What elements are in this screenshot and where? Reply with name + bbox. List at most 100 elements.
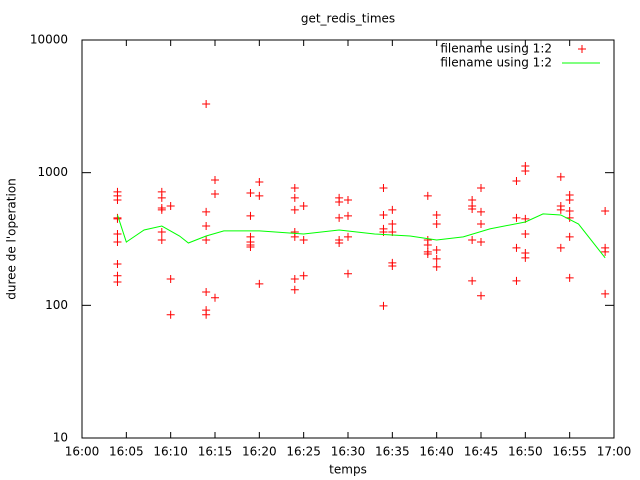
data-line bbox=[116, 213, 606, 259]
data-point bbox=[432, 220, 441, 229]
y-axis-label: duree de l'operation bbox=[5, 178, 19, 300]
data-point bbox=[379, 183, 388, 192]
data-point bbox=[468, 205, 477, 214]
data-point bbox=[344, 232, 352, 241]
data-point bbox=[601, 289, 610, 298]
data-point bbox=[388, 205, 397, 214]
data-point bbox=[512, 213, 521, 222]
data-point bbox=[246, 188, 255, 197]
data-point bbox=[423, 240, 432, 249]
data-point bbox=[113, 238, 122, 247]
data-point bbox=[565, 273, 574, 282]
data-point bbox=[432, 246, 441, 255]
data-point bbox=[344, 211, 352, 220]
data-point bbox=[113, 277, 122, 286]
data-point bbox=[246, 211, 255, 220]
data-point bbox=[512, 276, 521, 285]
data-point bbox=[379, 210, 388, 219]
legend-symbol bbox=[578, 45, 586, 53]
data-point bbox=[432, 210, 441, 219]
y-tick-label: 10000 bbox=[30, 33, 68, 47]
data-point bbox=[202, 235, 211, 244]
data-point bbox=[157, 235, 166, 244]
x-tick-label: 16:20 bbox=[242, 445, 277, 459]
data-point bbox=[246, 243, 255, 252]
data-point bbox=[388, 220, 397, 229]
data-point bbox=[477, 207, 485, 216]
data-point bbox=[157, 205, 166, 214]
x-tick-label: 16:15 bbox=[198, 445, 233, 459]
data-point bbox=[556, 243, 565, 252]
data-point bbox=[157, 228, 166, 237]
data-point bbox=[468, 276, 477, 285]
data-point bbox=[202, 99, 211, 108]
data-point bbox=[255, 279, 264, 288]
data-point bbox=[601, 207, 610, 216]
data-point bbox=[166, 201, 175, 210]
legend-label: filename using 1:2 bbox=[440, 56, 552, 70]
data-point bbox=[157, 193, 166, 202]
x-tick-label: 16:45 bbox=[464, 445, 499, 459]
y-tick-label: 1000 bbox=[37, 165, 68, 179]
x-tick-label: 16:50 bbox=[508, 445, 543, 459]
data-point bbox=[556, 205, 565, 214]
data-point bbox=[601, 247, 610, 256]
data-point bbox=[211, 293, 219, 302]
legend-label: filename using 1:2 bbox=[440, 42, 552, 56]
data-point bbox=[299, 271, 308, 280]
data-point bbox=[113, 229, 122, 238]
data-point bbox=[113, 196, 122, 205]
data-point bbox=[477, 291, 485, 300]
chart-title: get_redis_times bbox=[301, 12, 395, 26]
x-tick-label: 16:35 bbox=[375, 445, 410, 459]
x-axis-label: temps bbox=[329, 463, 367, 477]
data-point bbox=[512, 176, 521, 185]
x-tick-label: 16:40 bbox=[419, 445, 454, 459]
x-tick-label: 16:25 bbox=[286, 445, 321, 459]
x-tick-label: 16:55 bbox=[552, 445, 587, 459]
data-point bbox=[344, 196, 352, 205]
data-point bbox=[290, 183, 299, 192]
data-point bbox=[432, 254, 441, 263]
data-point bbox=[565, 207, 574, 216]
data-point bbox=[468, 235, 477, 244]
data-point bbox=[290, 274, 299, 283]
x-tick-label: 17:00 bbox=[597, 445, 632, 459]
data-point bbox=[290, 285, 299, 294]
data-point bbox=[344, 269, 352, 278]
data-point bbox=[432, 262, 441, 271]
data-point bbox=[202, 288, 211, 297]
data-point bbox=[166, 274, 175, 283]
data-point bbox=[423, 191, 432, 200]
data-point bbox=[521, 166, 530, 175]
data-point bbox=[255, 191, 264, 200]
data-point bbox=[477, 220, 485, 229]
data-point bbox=[565, 232, 574, 241]
x-tick-label: 16:00 bbox=[65, 445, 100, 459]
data-point bbox=[290, 193, 299, 202]
data-point bbox=[202, 222, 211, 231]
data-point bbox=[211, 189, 219, 198]
data-point bbox=[477, 238, 485, 247]
x-tick-label: 16:10 bbox=[153, 445, 188, 459]
data-point bbox=[521, 229, 530, 238]
data-point bbox=[166, 310, 175, 319]
data-point bbox=[335, 198, 344, 207]
data-point bbox=[202, 207, 211, 216]
y-tick-label: 100 bbox=[45, 298, 68, 312]
data-point bbox=[202, 310, 211, 319]
y-tick-label: 10 bbox=[53, 431, 68, 445]
data-point bbox=[388, 261, 397, 270]
data-point bbox=[556, 172, 565, 181]
data-point bbox=[290, 205, 299, 214]
x-tick-label: 16:30 bbox=[331, 445, 366, 459]
data-point bbox=[299, 201, 308, 210]
data-point bbox=[423, 249, 432, 258]
data-point bbox=[211, 175, 219, 184]
data-point bbox=[335, 213, 344, 222]
x-tick-label: 16:05 bbox=[109, 445, 144, 459]
data-point bbox=[255, 177, 264, 186]
data-point bbox=[299, 235, 308, 244]
